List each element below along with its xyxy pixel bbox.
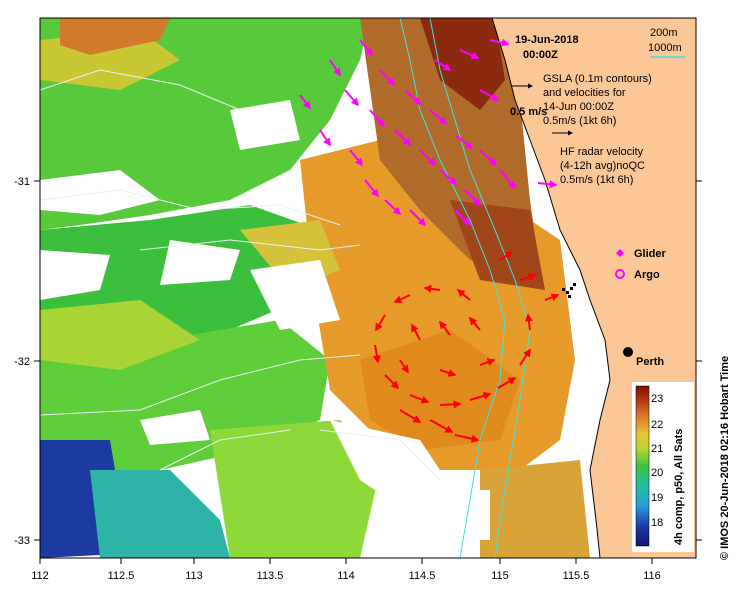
- argo-legend-icon: [615, 269, 625, 279]
- hf-legend-line2: (4-12h avg)noQC: [560, 160, 645, 172]
- gsla-legend-line1: GSLA (0.1m contours): [543, 73, 652, 85]
- coastline: [491, 17, 611, 559]
- colorbar: [635, 385, 650, 547]
- colorbar-tick: 19: [651, 492, 663, 504]
- gsla-velocity-arrows: [299, 38, 517, 227]
- glider-track: [562, 283, 576, 298]
- gsla-legend-line4: 0.5m/s (1kt 6h): [543, 115, 616, 127]
- perth-marker: [623, 347, 633, 357]
- y-tick-label: -32: [14, 356, 30, 368]
- y-axis-labels: -31 -32 -33: [14, 176, 30, 547]
- city-label-perth: Perth: [636, 356, 664, 368]
- colorbar-tick: 22: [651, 419, 663, 431]
- x-tick-label: 115: [491, 570, 509, 582]
- colorbar-tick: 23: [651, 393, 663, 405]
- y-tick-label: -31: [14, 176, 30, 188]
- colorbar-tick: 20: [651, 467, 663, 479]
- x-tick-label: 113.5: [257, 570, 284, 582]
- y-tick-label: -33: [14, 535, 30, 547]
- colorbar-ticks: 23 22 21 20 19 18: [651, 393, 663, 529]
- sst-field: [40, 18, 590, 558]
- map-time: 00:00Z: [523, 49, 558, 61]
- x-tick-label: 114: [337, 570, 355, 582]
- map-date: 19-Jun-2018: [515, 34, 579, 46]
- bathymetry-contours: [399, 17, 531, 559]
- gsla-legend-line2: and velocities for: [543, 87, 626, 99]
- x-tick-label: 115.5: [563, 570, 590, 582]
- glider-legend-icon: [616, 249, 624, 257]
- colorbar-label: 4h comp, p50, All Sats: [673, 429, 685, 545]
- gsla-contours: [39, 69, 441, 481]
- hf-legend-arrow: [537, 180, 558, 189]
- x-tick-label: 114.5: [409, 570, 436, 582]
- hf-radar-velocity-arrows: [372, 251, 560, 443]
- hf-legend-line1: HF radar velocity: [560, 146, 644, 158]
- x-tick-label: 116: [643, 570, 661, 582]
- depth-legend-200m: 200m: [650, 27, 678, 39]
- colorbar-tick: 18: [651, 517, 663, 529]
- plot-frame: [39, 17, 697, 559]
- argo-legend-label: Argo: [634, 269, 660, 281]
- hf-legend-line3: 0.5m/s (1kt 6h): [560, 174, 633, 186]
- glider-legend-label: Glider: [634, 248, 667, 260]
- axis-ticks: [34, 180, 702, 564]
- x-axis-labels: 112 112.5 113 113.5 114 114.5 115 115.5 …: [31, 570, 661, 582]
- depth-legend-1000m: 1000m: [648, 42, 682, 54]
- gsla-scale-label: 0.5 m/s: [510, 106, 547, 118]
- colorbar-tick: 21: [651, 443, 663, 455]
- imos-credit: © IMOS 20-Jun-2018 02:16 Hobart Time: [719, 356, 731, 560]
- gsla-legend-line3: 14-Jun 00:00Z: [543, 101, 614, 113]
- x-tick-label: 113: [185, 570, 203, 582]
- x-tick-label: 112.5: [108, 570, 135, 582]
- x-tick-label: 112: [31, 570, 49, 582]
